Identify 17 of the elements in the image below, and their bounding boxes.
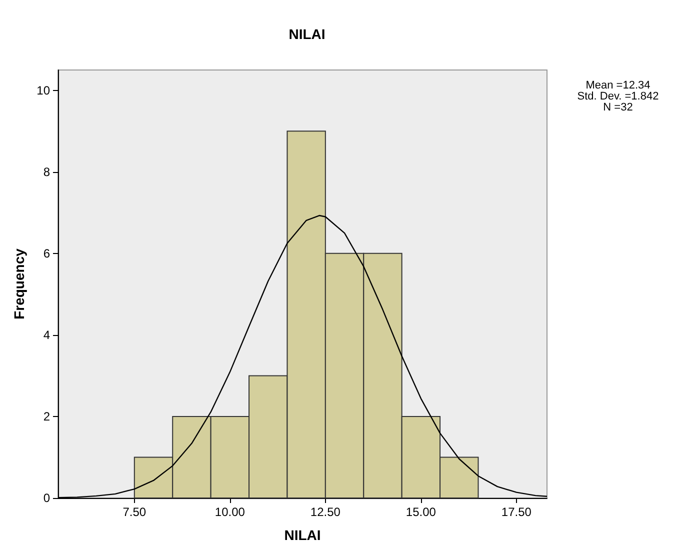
text: Mean =12.34 bbox=[586, 80, 650, 92]
x-tick-label: 10.00 bbox=[214, 505, 246, 519]
x-tick-label: 15.00 bbox=[406, 505, 436, 519]
x-tick-label: 7.50 bbox=[122, 505, 146, 519]
y-tick-label: 0 bbox=[43, 491, 50, 505]
x-axis-title: NILAI bbox=[284, 527, 321, 543]
y-tick-label: 4 bbox=[43, 328, 50, 342]
x-tick-label: 17.50 bbox=[501, 505, 532, 519]
y-tick-label: 6 bbox=[43, 246, 50, 260]
chart-title: NILAI bbox=[288, 26, 326, 42]
y-tick-label: 2 bbox=[43, 409, 50, 424]
y-axis-title: Frequency bbox=[10, 248, 27, 320]
x-tick-label: 12.50 bbox=[310, 505, 341, 519]
y-tick-label: 10 bbox=[36, 83, 50, 98]
text: Std. Dev. =1.842 bbox=[577, 90, 659, 102]
y-tick-label: 8 bbox=[43, 164, 50, 179]
text: N =32 bbox=[603, 102, 633, 114]
